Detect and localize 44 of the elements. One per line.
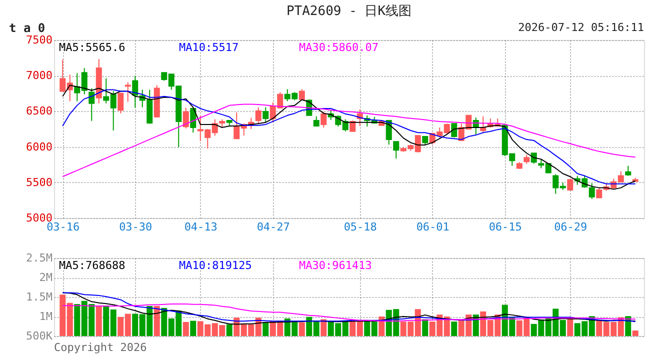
x-tick-label: 04-13 [184, 220, 218, 234]
candlestick [350, 120, 356, 132]
text: MA10:5517 [179, 41, 239, 54]
candlestick [393, 141, 400, 160]
chart-title: PTA2609 - 日K线图 [286, 4, 412, 19]
candlestick [132, 75, 138, 108]
text: MA30:961413 [299, 259, 372, 272]
candlestick [451, 123, 458, 138]
candlestick [88, 88, 95, 122]
y-tick-label: 2M [39, 271, 53, 284]
x-tick-label: 03-16 [46, 220, 80, 234]
x-tick-label: 06-15 [488, 220, 522, 234]
x-tick-label: 04-27 [256, 220, 290, 234]
x-tick-label: 06-29 [554, 220, 588, 234]
candlestick [255, 106, 262, 124]
line-series [62, 304, 636, 322]
candlestick [118, 92, 124, 114]
text: MA10:819125 [179, 259, 252, 272]
x-tick-label: 03-30 [119, 220, 152, 234]
x-tick-label: 06-01 [416, 220, 450, 234]
candlestick [625, 165, 632, 176]
series-label: MA5:768688 [59, 259, 126, 272]
y-tick-label: 2.5M [26, 252, 53, 264]
candlestick [588, 182, 595, 200]
y-tick-label: 1M [39, 310, 53, 323]
y-tick-label: 1.5M [26, 290, 53, 304]
candlestick [320, 110, 327, 128]
x-tick-label: 05-18 [344, 220, 377, 234]
text: MA5:5565.6 [59, 41, 126, 54]
candlestick [298, 88, 305, 100]
candlestick [182, 107, 189, 129]
line-series [62, 104, 636, 178]
y-tick-label: 7500 [26, 34, 52, 46]
candlestick [524, 154, 530, 164]
y-tick-label: 500K [26, 330, 53, 342]
y-tick-label: 5500 [26, 176, 52, 189]
candlestick [262, 106, 269, 123]
y-tick-label: 6500 [26, 104, 52, 118]
y-tick-label: 7000 [26, 69, 52, 82]
text: MA30:5860.07 [299, 41, 378, 54]
text: Copyright 2026 [54, 341, 147, 354]
y-tick-label: 6000 [26, 140, 52, 154]
text: t a 0 [9, 21, 46, 35]
text: 2026-07-12 05:16:11 [518, 21, 644, 34]
